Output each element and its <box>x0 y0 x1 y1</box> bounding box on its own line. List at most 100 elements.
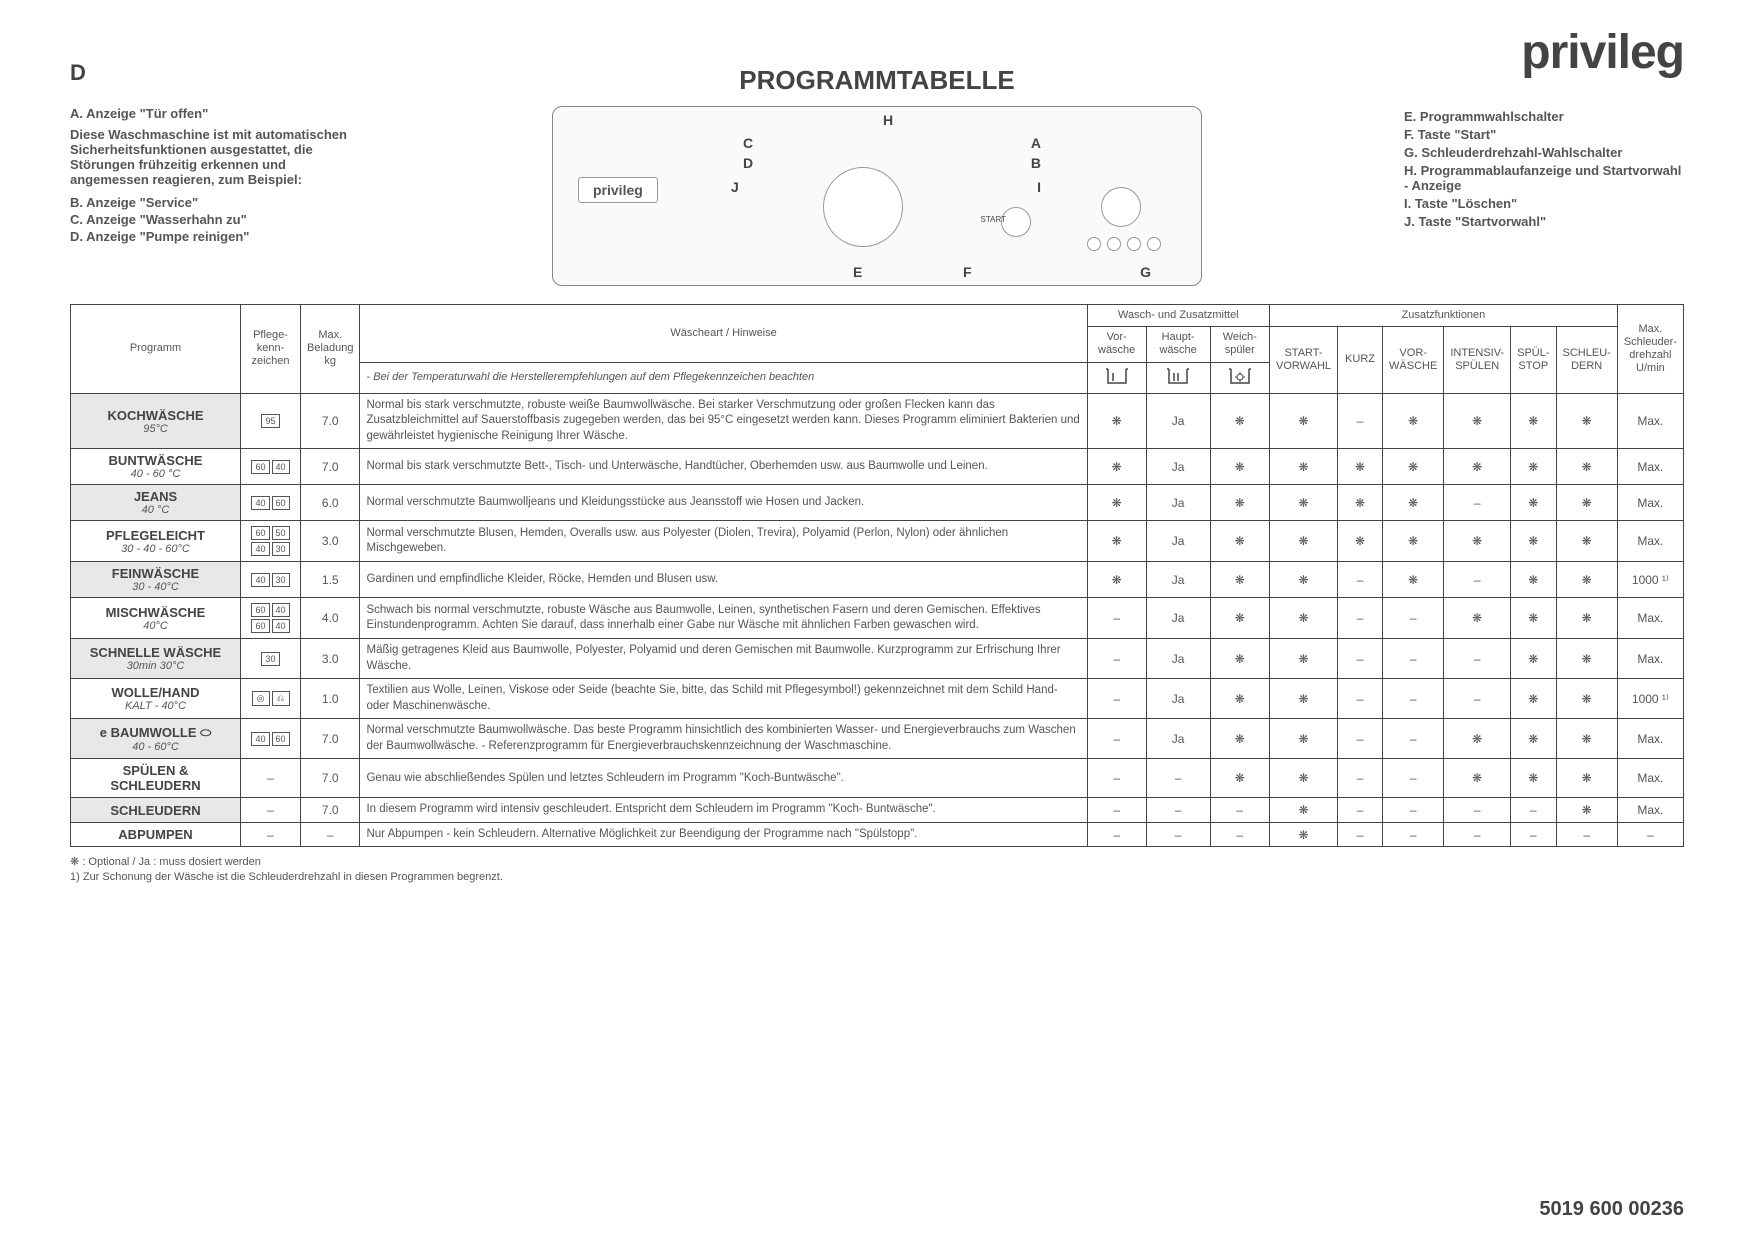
table-row: WOLLE/HANDKALT - 40°C◎⎌1.0Textilien aus … <box>71 679 1684 719</box>
right-note-item: F. Taste "Start" <box>1404 127 1684 142</box>
cell-care-symbol: 4030 <box>241 562 301 598</box>
cell-function: – <box>1383 719 1444 759</box>
cell-function: ❋ <box>1270 449 1338 485</box>
cell-hint: Normal verschmutzte Baumwolljeans und Kl… <box>360 485 1087 521</box>
cell-function: ❋ <box>1270 822 1338 847</box>
cell-softener: ❋ <box>1210 598 1269 639</box>
cell-function: ❋ <box>1511 521 1556 562</box>
cell-function: ❋ <box>1383 562 1444 598</box>
th-weich: Weich- spüler <box>1210 327 1269 362</box>
cell-softener: ❋ <box>1210 562 1269 598</box>
diagram-label-i: I <box>1037 179 1041 195</box>
cell-mainwash: – <box>1146 759 1210 798</box>
footnote-num: 1) <box>70 871 80 883</box>
cell-function: ❋ <box>1444 759 1511 798</box>
cell-care-symbol: 30 <box>241 639 301 679</box>
diagram-label-g: G <box>1140 264 1151 280</box>
cell-function: ❋ <box>1511 393 1556 449</box>
cell-spin: Max. <box>1617 598 1683 639</box>
cell-softener: – <box>1210 798 1269 823</box>
th-vorwasche: VOR- WÄSCHE <box>1383 327 1444 394</box>
cell-prewash: ❋ <box>1087 449 1146 485</box>
cell-program: JEANS40 °C <box>71 485 241 521</box>
cell-function: ❋ <box>1511 679 1556 719</box>
cell-mainwash: Ja <box>1146 562 1210 598</box>
table-row: PFLEGELEICHT30 - 40 - 60°C605040303.0Nor… <box>71 521 1684 562</box>
cell-load: 3.0 <box>301 639 360 679</box>
diagram-start-text: START <box>981 215 1006 224</box>
cell-function: ❋ <box>1383 485 1444 521</box>
cell-function: ❋ <box>1444 449 1511 485</box>
th-vor: Vor- wäsche <box>1087 327 1146 362</box>
cell-prewash: – <box>1087 822 1146 847</box>
table-row: SCHNELLE WÄSCHE30min 30°C303.0Mäßig getr… <box>71 639 1684 679</box>
cell-prewash: – <box>1087 719 1146 759</box>
cell-spin: 1000 ¹⁾ <box>1617 562 1683 598</box>
table-row: FEINWÄSCHE30 - 40°C40301.5Gardinen und e… <box>71 562 1684 598</box>
document-number: 5019 600 00236 <box>1539 1198 1684 1221</box>
cell-hint: Gardinen und empfindliche Kleider, Röcke… <box>360 562 1087 598</box>
cell-spin: Max. <box>1617 449 1683 485</box>
th-softener-icon <box>1210 362 1269 393</box>
cell-function: – <box>1338 679 1383 719</box>
cell-hint: Textilien aus Wolle, Leinen, Viskose ode… <box>360 679 1087 719</box>
footnotes: ❋ : Optional / Ja : muss dosiert werden … <box>70 855 1684 884</box>
cell-function: – <box>1383 639 1444 679</box>
cell-spin: Max. <box>1617 485 1683 521</box>
table-row: KOCHWÄSCHE95°C957.0Normal bis stark vers… <box>71 393 1684 449</box>
cell-function: ❋ <box>1556 759 1617 798</box>
th-wart-sub: - Bei der Temperaturwahl die Herstellere… <box>360 362 1087 393</box>
cell-hint: In diesem Programm wird intensiv geschle… <box>360 798 1087 823</box>
cell-load: 1.0 <box>301 679 360 719</box>
cell-program: FEINWÄSCHE30 - 40°C <box>71 562 241 598</box>
cell-function: ❋ <box>1511 719 1556 759</box>
cell-care-symbol: 6040 <box>241 449 301 485</box>
right-note-item: E. Programmwahlschalter <box>1404 109 1684 124</box>
cell-care-symbol: 4060 <box>241 719 301 759</box>
left-note-item: C. Anzeige "Wasserhahn zu" <box>70 212 350 227</box>
cell-softener: ❋ <box>1210 639 1269 679</box>
table-header: Programm Pflege- kenn- zeichen Max. Bela… <box>71 305 1684 394</box>
cell-function: – <box>1383 598 1444 639</box>
right-notes: E. Programmwahlschalter F. Taste "Start"… <box>1404 106 1684 286</box>
cell-program: SCHNELLE WÄSCHE30min 30°C <box>71 639 241 679</box>
cell-function: ❋ <box>1556 798 1617 823</box>
cell-function: ❋ <box>1511 759 1556 798</box>
cell-program: SPÜLEN & SCHLEUDERN <box>71 759 241 798</box>
cell-load: 1.5 <box>301 562 360 598</box>
th-startvorwahl: START- VORWAHL <box>1270 327 1338 394</box>
cell-function: ❋ <box>1444 393 1511 449</box>
control-panel-diagram-wrap: privileg H C D J A B I E F G START <box>370 106 1384 286</box>
cell-mainwash: Ja <box>1146 449 1210 485</box>
right-note-item: J. Taste "Startvorwahl" <box>1404 214 1684 229</box>
diagram-label-c: C <box>743 135 753 151</box>
cell-function: ❋ <box>1556 521 1617 562</box>
cell-function: – <box>1444 798 1511 823</box>
page-title: PROGRAMMTABELLE <box>70 65 1684 96</box>
cell-mainwash: Ja <box>1146 521 1210 562</box>
cell-function: – <box>1444 822 1511 847</box>
th-spuelstop: SPÜL- STOP <box>1511 327 1556 394</box>
brand-logo: privileg <box>1521 25 1684 80</box>
cell-function: – <box>1338 798 1383 823</box>
cell-function: ❋ <box>1556 679 1617 719</box>
cell-program: ABPUMPEN <box>71 822 241 847</box>
table-row: SCHLEUDERN–7.0In diesem Programm wird in… <box>71 798 1684 823</box>
diagram-label-b: B <box>1031 155 1041 171</box>
cell-function: – <box>1444 639 1511 679</box>
th-programm: Programm <box>71 305 241 394</box>
cell-load: 7.0 <box>301 393 360 449</box>
cell-function: ❋ <box>1511 639 1556 679</box>
cell-function: ❋ <box>1383 449 1444 485</box>
program-dial-icon <box>823 167 903 247</box>
cell-softener: ❋ <box>1210 393 1269 449</box>
cell-function: ❋ <box>1511 485 1556 521</box>
cell-load: 7.0 <box>301 759 360 798</box>
cell-function: ❋ <box>1270 798 1338 823</box>
top-section: A. Anzeige "Tür offen" Diese Waschmaschi… <box>70 106 1684 286</box>
cell-function: ❋ <box>1556 562 1617 598</box>
cell-function: ❋ <box>1444 719 1511 759</box>
cell-prewash: ❋ <box>1087 393 1146 449</box>
cell-function: ❋ <box>1511 562 1556 598</box>
cell-function: – <box>1444 679 1511 719</box>
